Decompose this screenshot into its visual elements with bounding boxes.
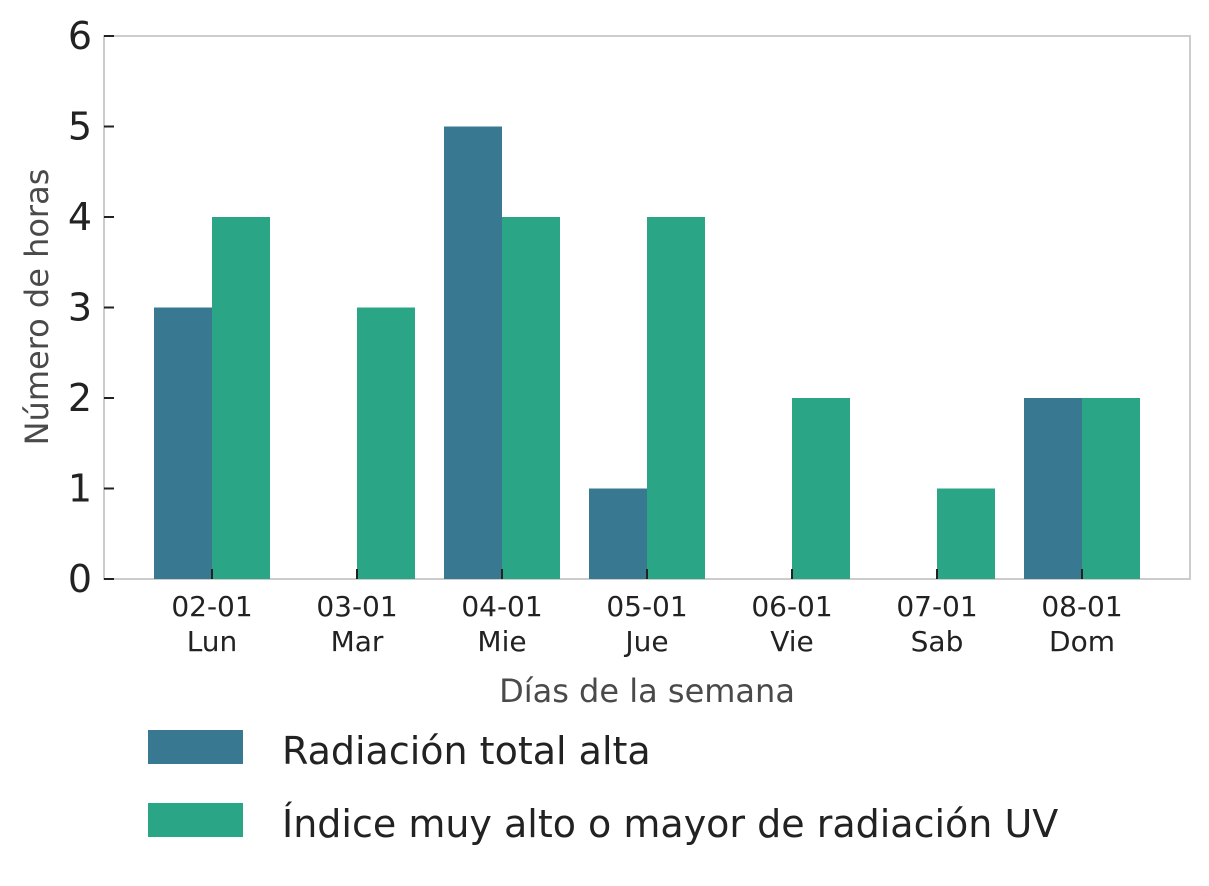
y-tick-label-6: 6 [68, 14, 92, 58]
x-tick-label-0: 02-01 Lun [171, 590, 252, 658]
bar-radiacion-total-3 [589, 488, 647, 579]
bar-indice-uv-0 [212, 217, 270, 579]
bar-radiacion-total-0 [154, 307, 212, 579]
bar-indice-uv-4 [792, 398, 850, 579]
x-axis-ticks: 02-01 Lun 03-01 Mar 04-01 Mie 05-01 Jue 06-01 Vie… [171, 569, 1123, 658]
legend-label-indice-uv: Índice muy alto o mayor de radiación UV [282, 802, 1058, 846]
bar-indice-uv-6 [1082, 398, 1140, 579]
y-tick-label-4: 4 [68, 195, 92, 239]
bars-group [154, 126, 1140, 579]
legend-swatch-indice-uv [148, 803, 243, 837]
y-tick-label-1: 1 [68, 467, 92, 511]
bar-radiacion-total-2 [444, 126, 502, 579]
x-tick-label-1: 03-01 Mar [316, 590, 397, 658]
y-tick-label-3: 3 [68, 286, 92, 330]
y-tick-label-5: 5 [68, 105, 92, 149]
x-axis-title: Días de la semana [499, 672, 795, 710]
bar-indice-uv-1 [357, 307, 415, 579]
x-tick-label-3: 05-01 Jue [606, 590, 687, 658]
y-tick-label-2: 2 [68, 376, 92, 420]
x-tick-label-2: 04-01 Mie [461, 590, 542, 658]
legend: Radiación total alta Índice muy alto o m… [148, 729, 1058, 846]
bar-radiacion-total-6 [1024, 398, 1082, 579]
bar-indice-uv-3 [647, 217, 705, 579]
legend-label-radiacion-total: Radiación total alta [282, 729, 651, 773]
x-tick-label-4: 06-01 Vie [751, 590, 832, 658]
x-tick-label-6: 08-01 Dom [1041, 590, 1122, 658]
y-axis-title: Número de horas [18, 169, 56, 446]
y-axis-ticks: 0 1 2 3 4 5 6 [68, 14, 114, 601]
bar-indice-uv-2 [502, 217, 560, 579]
legend-swatch-radiacion-total [148, 730, 243, 764]
bar-indice-uv-5 [937, 488, 995, 579]
x-tick-label-5: 07-01 Sab [896, 590, 977, 658]
y-tick-label-0: 0 [68, 557, 92, 601]
